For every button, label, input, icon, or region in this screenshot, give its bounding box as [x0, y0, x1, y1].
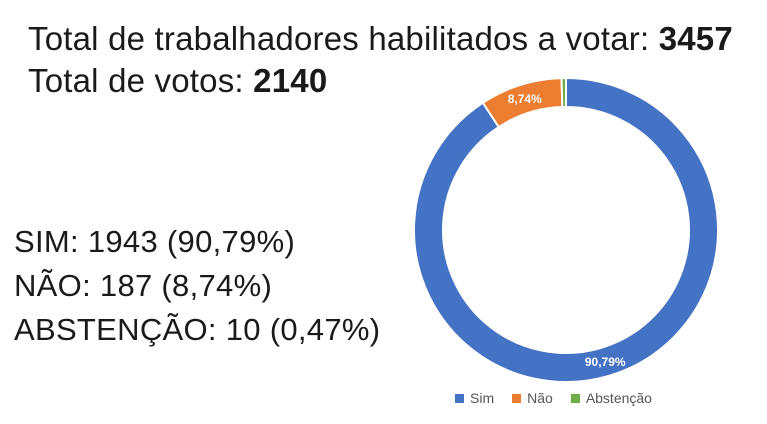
- legend-item-0: Sim: [455, 390, 494, 406]
- data-label-0: 90,79%: [585, 355, 626, 369]
- legend-item-2: Abstenção: [570, 390, 652, 406]
- legend-label-1: Não: [527, 390, 553, 406]
- legend-swatch-2: [570, 393, 580, 403]
- total-eligible-line: Total de trabalhadores habilitados a vot…: [28, 20, 733, 58]
- stat-sim: SIM: 1943 (90,79%): [14, 224, 296, 259]
- total-eligible-value: 3457: [658, 20, 733, 57]
- chart-legend: Sim Não Abstenção: [455, 390, 652, 406]
- legend-swatch-1: [512, 393, 522, 403]
- legend-label-0: Sim: [470, 390, 495, 406]
- data-label-1: 8,74%: [508, 92, 542, 106]
- legend-label-2: Abstenção: [585, 390, 652, 406]
- legend-item-1: Não: [512, 390, 553, 406]
- stat-nao: NÃO: 187 (8,74%): [14, 268, 273, 303]
- total-votes-value: 2140: [253, 62, 328, 99]
- stat-abstencao: ABSTENÇÃO: 10 (0,47%): [14, 312, 381, 347]
- donut-slice-2: [560, 76, 567, 109]
- total-eligible-label: Total de trabalhadores habilitados a vot…: [28, 20, 659, 57]
- total-votes-line: Total de votos: 2140: [28, 62, 327, 100]
- donut-svg: 90,79% 8,74%: [413, 76, 719, 382]
- legend-swatch-0: [455, 393, 464, 403]
- total-votes-label: Total de votos:: [28, 62, 254, 99]
- donut-slice-0: [413, 76, 719, 382]
- donut-chart: 90,79% 8,74% Sim Não Abstenção: [405, 72, 727, 422]
